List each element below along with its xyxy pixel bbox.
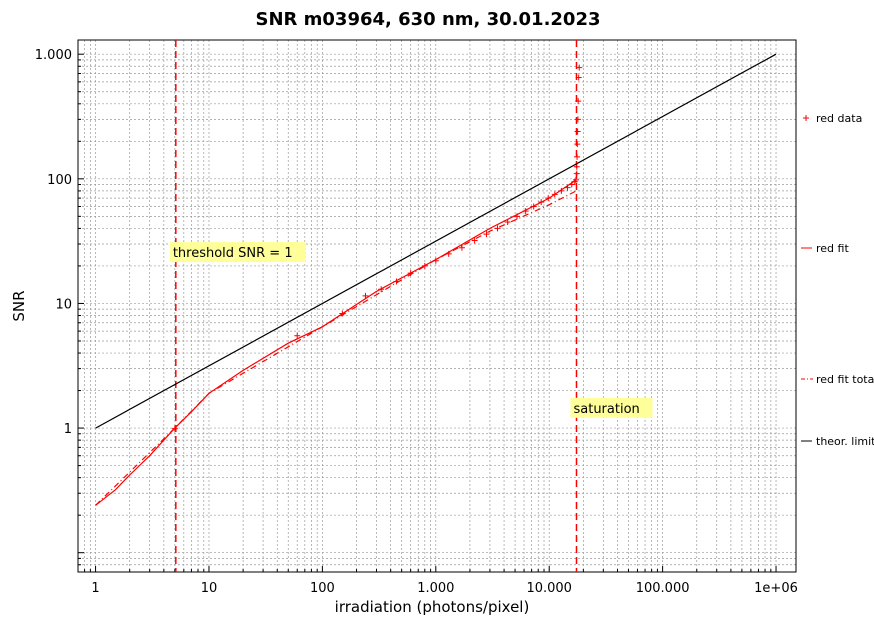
annotation-box bbox=[169, 242, 306, 263]
legend: red data red fit red fit tota theor. limit bbox=[801, 112, 874, 448]
series-line bbox=[95, 190, 577, 506]
grid-lines bbox=[77, 40, 796, 573]
annotations: threshold SNR = 1 saturation bbox=[169, 242, 653, 418]
legend-label: red fit bbox=[816, 242, 849, 255]
data-point-marker bbox=[294, 332, 301, 339]
plot-frame bbox=[77, 39, 797, 573]
series-layer bbox=[95, 53, 777, 506]
data-point-marker bbox=[573, 170, 580, 177]
data-point-marker bbox=[574, 153, 581, 160]
data-point-marker bbox=[573, 163, 580, 170]
y-axis-label: SNR bbox=[10, 290, 28, 321]
x-tick-label: 1 bbox=[91, 581, 99, 596]
y-tick-label: 10 bbox=[55, 297, 72, 312]
annotation-label: saturation bbox=[573, 402, 639, 417]
x-tick-label: 100.000 bbox=[636, 581, 690, 596]
y-tick-label: 1.000 bbox=[35, 48, 72, 63]
data-point-marker bbox=[575, 98, 582, 105]
axis-ticks: 1 10 100 1.000 10.000 100.000 1e+06 1 10 100 1.000 bbox=[35, 48, 798, 596]
data-point-marker bbox=[504, 219, 511, 226]
data-point-marker bbox=[574, 141, 581, 148]
y-tick-label: 1 bbox=[64, 422, 72, 437]
legend-label: theor. limit bbox=[816, 435, 874, 448]
data-point-marker bbox=[576, 64, 583, 71]
chart-title: SNR m03964, 630 nm, 30.01.2023 bbox=[255, 9, 600, 30]
annotation-box bbox=[570, 397, 653, 418]
series-line bbox=[95, 53, 777, 429]
data-point-marker bbox=[458, 244, 465, 251]
x-axis-label: irradiation (photons/pixel) bbox=[335, 598, 530, 616]
x-tick-label: 10.000 bbox=[526, 581, 572, 596]
legend-label: red fit tota bbox=[816, 373, 874, 386]
annotation-label: threshold SNR = 1 bbox=[173, 246, 293, 261]
x-tick-label: 1.000 bbox=[417, 581, 454, 596]
series-line bbox=[95, 179, 577, 506]
x-tick-label: 100 bbox=[310, 581, 335, 596]
legend-swatch bbox=[803, 115, 809, 121]
x-tick-label: 10 bbox=[201, 581, 218, 596]
x-tick-label: 1e+06 bbox=[754, 581, 798, 596]
data-point-marker bbox=[574, 116, 581, 123]
vertical-lines bbox=[175, 40, 578, 572]
y-tick-label: 100 bbox=[47, 173, 72, 188]
data-point-marker bbox=[574, 128, 581, 135]
legend-label: red data bbox=[816, 112, 862, 125]
data-point-marker bbox=[575, 74, 582, 81]
